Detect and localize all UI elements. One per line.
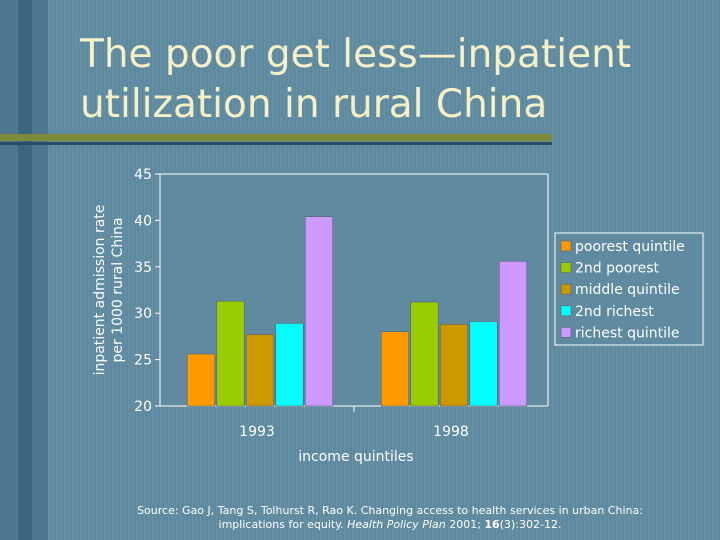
y-tick-label: 40: [134, 213, 152, 229]
y-tick-label: 30: [134, 306, 152, 322]
source-citation: Source: Gao J, Tang S, Tolhurst R, Rao K…: [90, 504, 690, 532]
legend-label: richest quintile: [575, 325, 679, 341]
y-axis-label-line2: per 1000 rural China: [110, 217, 126, 362]
source-journal: Health Policy Plan: [347, 518, 446, 531]
x-tick-label: 1993: [239, 424, 275, 440]
y-tick-label: 35: [134, 260, 152, 276]
legend-label: middle quintile: [575, 282, 680, 298]
legend-swatch: [560, 305, 572, 317]
bar-2nd-poorest-1993: [216, 300, 245, 407]
legend-swatch: [560, 283, 572, 295]
bar-richest-quintile-1998: [498, 260, 528, 407]
legend-label: 2nd richest: [575, 304, 654, 320]
title-underline-olive: [0, 134, 552, 141]
title-underline-navy: [0, 142, 552, 145]
slide-title-line1: The poor get less—inpatient: [80, 32, 632, 77]
source-volume: 16: [484, 518, 500, 531]
y-tick-label: 25: [134, 353, 152, 369]
legend-swatch: [560, 240, 572, 252]
bar-2nd-richest-1993: [275, 323, 304, 407]
source-year: 2001;: [445, 518, 485, 531]
bar-2nd-richest-1998: [469, 321, 498, 407]
legend: poorest quintile 2nd poorest middle quinti…: [554, 232, 704, 346]
plot-area: 20 25 30 35 40 45 1993 1998: [134, 167, 549, 440]
x-tick-label: 1998: [433, 424, 469, 440]
y-axis-label-line1: inpatient admission rate: [92, 205, 108, 376]
bar-richest-quintile-1993: [304, 216, 334, 407]
source-line1: Source: Gao J, Tang S, Tolhurst R, Rao K…: [137, 504, 643, 517]
legend-swatch: [560, 262, 572, 273]
source-pages: (3):302-12.: [499, 518, 562, 531]
bar-2nd-poorest-1998: [410, 301, 439, 407]
x-axis-label: income quintiles: [298, 449, 413, 465]
slide-title-line2: utilization in rural China: [80, 82, 548, 127]
legend-swatch: [560, 327, 572, 338]
y-tick-label: 45: [134, 167, 152, 183]
bar-middle-quintile-1993: [245, 334, 275, 407]
bar-middle-quintile-1998: [439, 324, 469, 407]
y-tick-label: 20: [134, 399, 152, 415]
legend-label: poorest quintile: [575, 239, 685, 255]
bar-poorest-quintile-1993: [186, 353, 216, 407]
legend-label: 2nd poorest: [575, 261, 659, 277]
source-line2: implications for equity. Health Policy P…: [90, 518, 690, 532]
legend-box: [554, 232, 704, 346]
source-line2-start: implications for equity.: [218, 518, 348, 531]
slide-title: The poor get less—inpatient utilization …: [80, 30, 680, 130]
bar-poorest-quintile-1998: [380, 331, 410, 407]
